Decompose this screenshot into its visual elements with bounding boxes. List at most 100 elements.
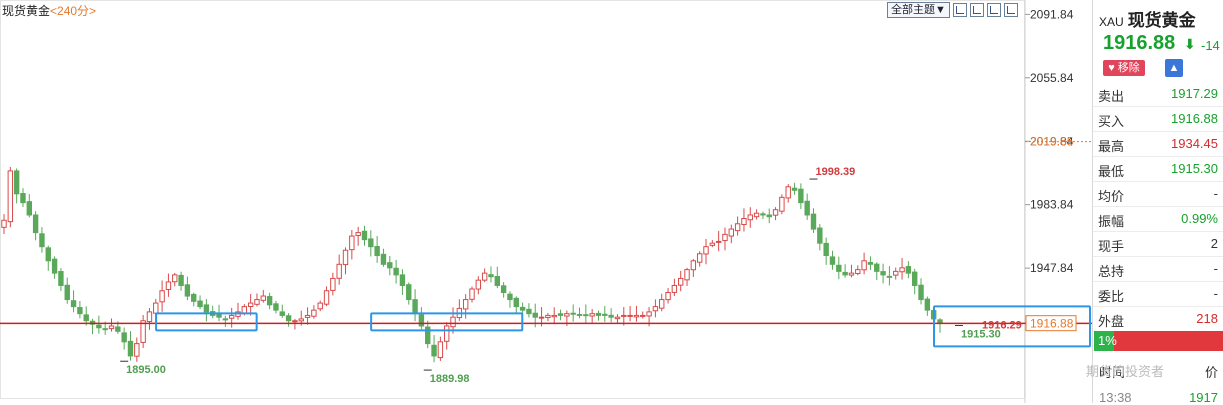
candle-body xyxy=(387,262,393,269)
zoom-in-icon[interactable] xyxy=(952,3,967,17)
candle-body xyxy=(380,253,387,265)
candle-body xyxy=(652,306,659,312)
quote-row: 外盘 218 xyxy=(1093,307,1223,332)
y-tick-label: 2019.84 xyxy=(1030,134,1074,148)
prev-close-label: 2019.65 xyxy=(1030,135,1074,149)
highlight-box xyxy=(155,312,258,332)
quote-row: 最高 1934.45 xyxy=(1093,132,1223,157)
candle-body xyxy=(684,269,690,281)
candle-body xyxy=(924,298,931,311)
quote-row: 总持 - xyxy=(1093,257,1223,282)
candle-body xyxy=(810,213,817,230)
candle-body xyxy=(32,214,39,234)
quote-row-label: 最高 xyxy=(1098,139,1125,154)
candle-body xyxy=(564,313,570,317)
candle-body xyxy=(26,201,32,216)
quote-row: 现手 2 xyxy=(1093,232,1223,257)
candle-body xyxy=(760,213,766,216)
candle-body xyxy=(20,193,26,204)
candle-body xyxy=(58,271,64,286)
candle-body xyxy=(507,293,513,301)
kline-svg[interactable]: 2091.84 2055.84 2019.84 1983.84 1947.84 2019.… xyxy=(0,0,1092,403)
candle-body xyxy=(715,240,722,243)
price-annotation: 1895.00 xyxy=(126,364,166,376)
price-annotation: 1915.30 xyxy=(961,328,1001,340)
candle-body xyxy=(330,277,336,291)
candle-body xyxy=(500,285,507,294)
candle-body xyxy=(709,242,716,246)
candle-body xyxy=(361,230,368,241)
candle-body xyxy=(336,263,342,279)
candle-body xyxy=(298,318,304,322)
period-label[interactable]: <240分> xyxy=(50,4,97,18)
highlight-box xyxy=(370,312,524,332)
highlight-box xyxy=(933,305,1091,348)
zoom-out-icon[interactable] xyxy=(969,3,984,17)
candle-body xyxy=(855,269,861,274)
candle-body xyxy=(399,274,406,286)
candle-body xyxy=(804,200,810,216)
quote-row: 委比 - xyxy=(1093,282,1223,307)
candle-body xyxy=(703,246,709,255)
ratio-label: 1% xyxy=(1098,333,1117,348)
candle-body xyxy=(538,316,545,319)
indicator-icon[interactable] xyxy=(1003,3,1018,17)
buy-sell-ratio-bar: 1% xyxy=(1094,331,1223,351)
candle-body xyxy=(279,311,285,316)
candle-body xyxy=(481,272,488,281)
down-arrow-icon: ⬇ xyxy=(1184,36,1196,52)
quote-row: 均价 - xyxy=(1093,182,1223,207)
candle-body xyxy=(121,332,127,343)
watermark: 期货的投资者 xyxy=(1086,364,1165,379)
candle-body xyxy=(633,314,640,318)
kline-chart[interactable]: 2091.84 2055.84 2019.84 1983.84 1947.84 2019.… xyxy=(0,0,1092,403)
chart-type-icon[interactable] xyxy=(986,3,1001,17)
candle-body xyxy=(785,186,791,199)
quote-row-value: - xyxy=(1213,261,1218,276)
candle-body xyxy=(51,258,58,274)
candle-body xyxy=(102,328,108,331)
candle-body xyxy=(462,299,469,310)
candle-body xyxy=(475,279,482,290)
candle-body xyxy=(893,270,899,276)
quote-row: 卖出 1917.29 xyxy=(1093,82,1223,107)
candle-body xyxy=(842,271,848,276)
candle-body xyxy=(304,314,311,318)
tick-time: 13:38 xyxy=(1099,390,1132,405)
candle-body xyxy=(602,313,608,316)
candle-body xyxy=(7,170,14,223)
remove-watchlist-button[interactable]: ♥ 移除 xyxy=(1103,60,1145,76)
quote-row-label: 总持 xyxy=(1098,264,1125,279)
candle-body xyxy=(317,302,323,310)
candle-body xyxy=(254,299,260,305)
candle-body xyxy=(140,320,146,343)
candle-body xyxy=(260,295,266,301)
candle-body xyxy=(899,267,905,273)
candle-body xyxy=(342,249,349,266)
candle-body xyxy=(406,284,412,301)
candle-body xyxy=(355,232,361,236)
candle-body xyxy=(83,314,89,322)
candle-body xyxy=(722,233,728,242)
candle-body xyxy=(216,313,222,318)
instrument-title: 现货黄金 xyxy=(1127,11,1196,31)
price-change: -14 xyxy=(1201,38,1220,53)
theme-dropdown[interactable]: 全部主题▼ xyxy=(887,2,950,18)
y-tick-label: 1947.84 xyxy=(1030,261,1074,275)
bell-icon[interactable]: ▲ xyxy=(1165,59,1183,77)
quote-header: XAU 现货黄金 xyxy=(1099,6,1196,31)
candle-body xyxy=(690,260,697,271)
candle-body xyxy=(285,315,292,322)
candle-body xyxy=(728,228,734,237)
candle-body xyxy=(551,314,557,318)
candle-body xyxy=(671,284,678,293)
candle-body xyxy=(292,320,298,323)
candle-body xyxy=(823,242,829,257)
candle-body xyxy=(431,344,437,357)
y-tick-label: 1983.84 xyxy=(1030,198,1074,212)
candle-body xyxy=(247,302,254,307)
candle-body xyxy=(64,284,70,301)
candle-body xyxy=(646,311,652,317)
price-annotation: 1998.39 xyxy=(816,166,856,178)
candle-body xyxy=(734,223,741,232)
